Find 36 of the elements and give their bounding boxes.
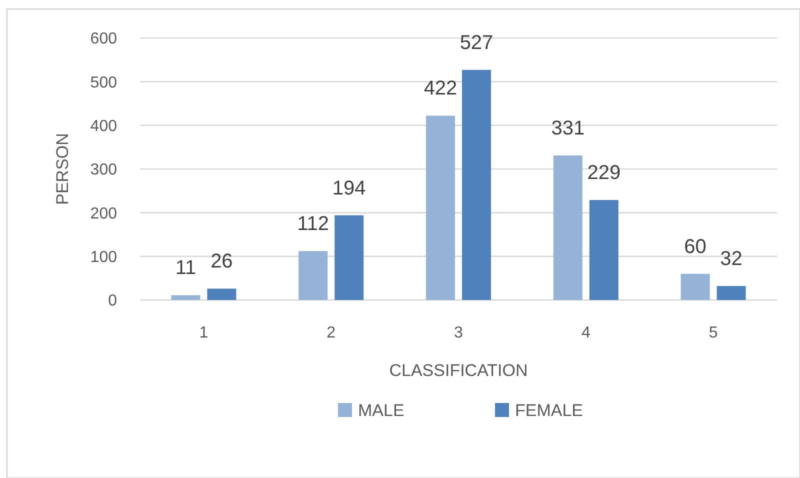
y-axis-title: PERSON	[52, 133, 72, 205]
y-tick-label: 0	[108, 292, 118, 310]
data-label: 112	[297, 213, 330, 236]
x-tick-label: 2	[326, 324, 336, 342]
x-tick-label: 4	[581, 324, 590, 342]
y-tick-label: 500	[90, 74, 118, 92]
data-label: 32	[720, 248, 742, 270]
y-tick-label: 600	[90, 30, 118, 48]
x-tick-label: 1	[199, 324, 208, 342]
y-tick-label: 200	[90, 205, 118, 222]
bar	[553, 155, 582, 300]
data-label: 60	[684, 236, 706, 258]
bar	[716, 286, 746, 300]
legend-label: FEMALE	[515, 400, 584, 420]
bar	[426, 116, 455, 300]
bar	[298, 251, 328, 300]
bar	[171, 295, 200, 300]
bar	[334, 215, 364, 300]
bar	[589, 200, 618, 300]
y-tick-label: 100	[90, 248, 118, 266]
data-label: 11	[175, 257, 196, 280]
x-tick-label: 3	[454, 324, 464, 342]
data-label: 422	[424, 78, 458, 100]
data-label: 527	[460, 32, 494, 54]
data-label: 331	[551, 117, 585, 140]
x-tick-label: 5	[708, 324, 718, 342]
x-axis-title: CLASSIFICATION	[389, 360, 528, 380]
y-tick-label: 400	[90, 118, 118, 135]
bar	[680, 274, 710, 300]
legend-label: MALE	[358, 400, 404, 420]
bar	[207, 288, 236, 300]
data-label: 229	[587, 162, 621, 184]
data-label: 26	[210, 250, 233, 273]
bar	[462, 70, 491, 300]
data-label: 194	[332, 177, 366, 200]
y-tick-label: 300	[90, 162, 118, 179]
